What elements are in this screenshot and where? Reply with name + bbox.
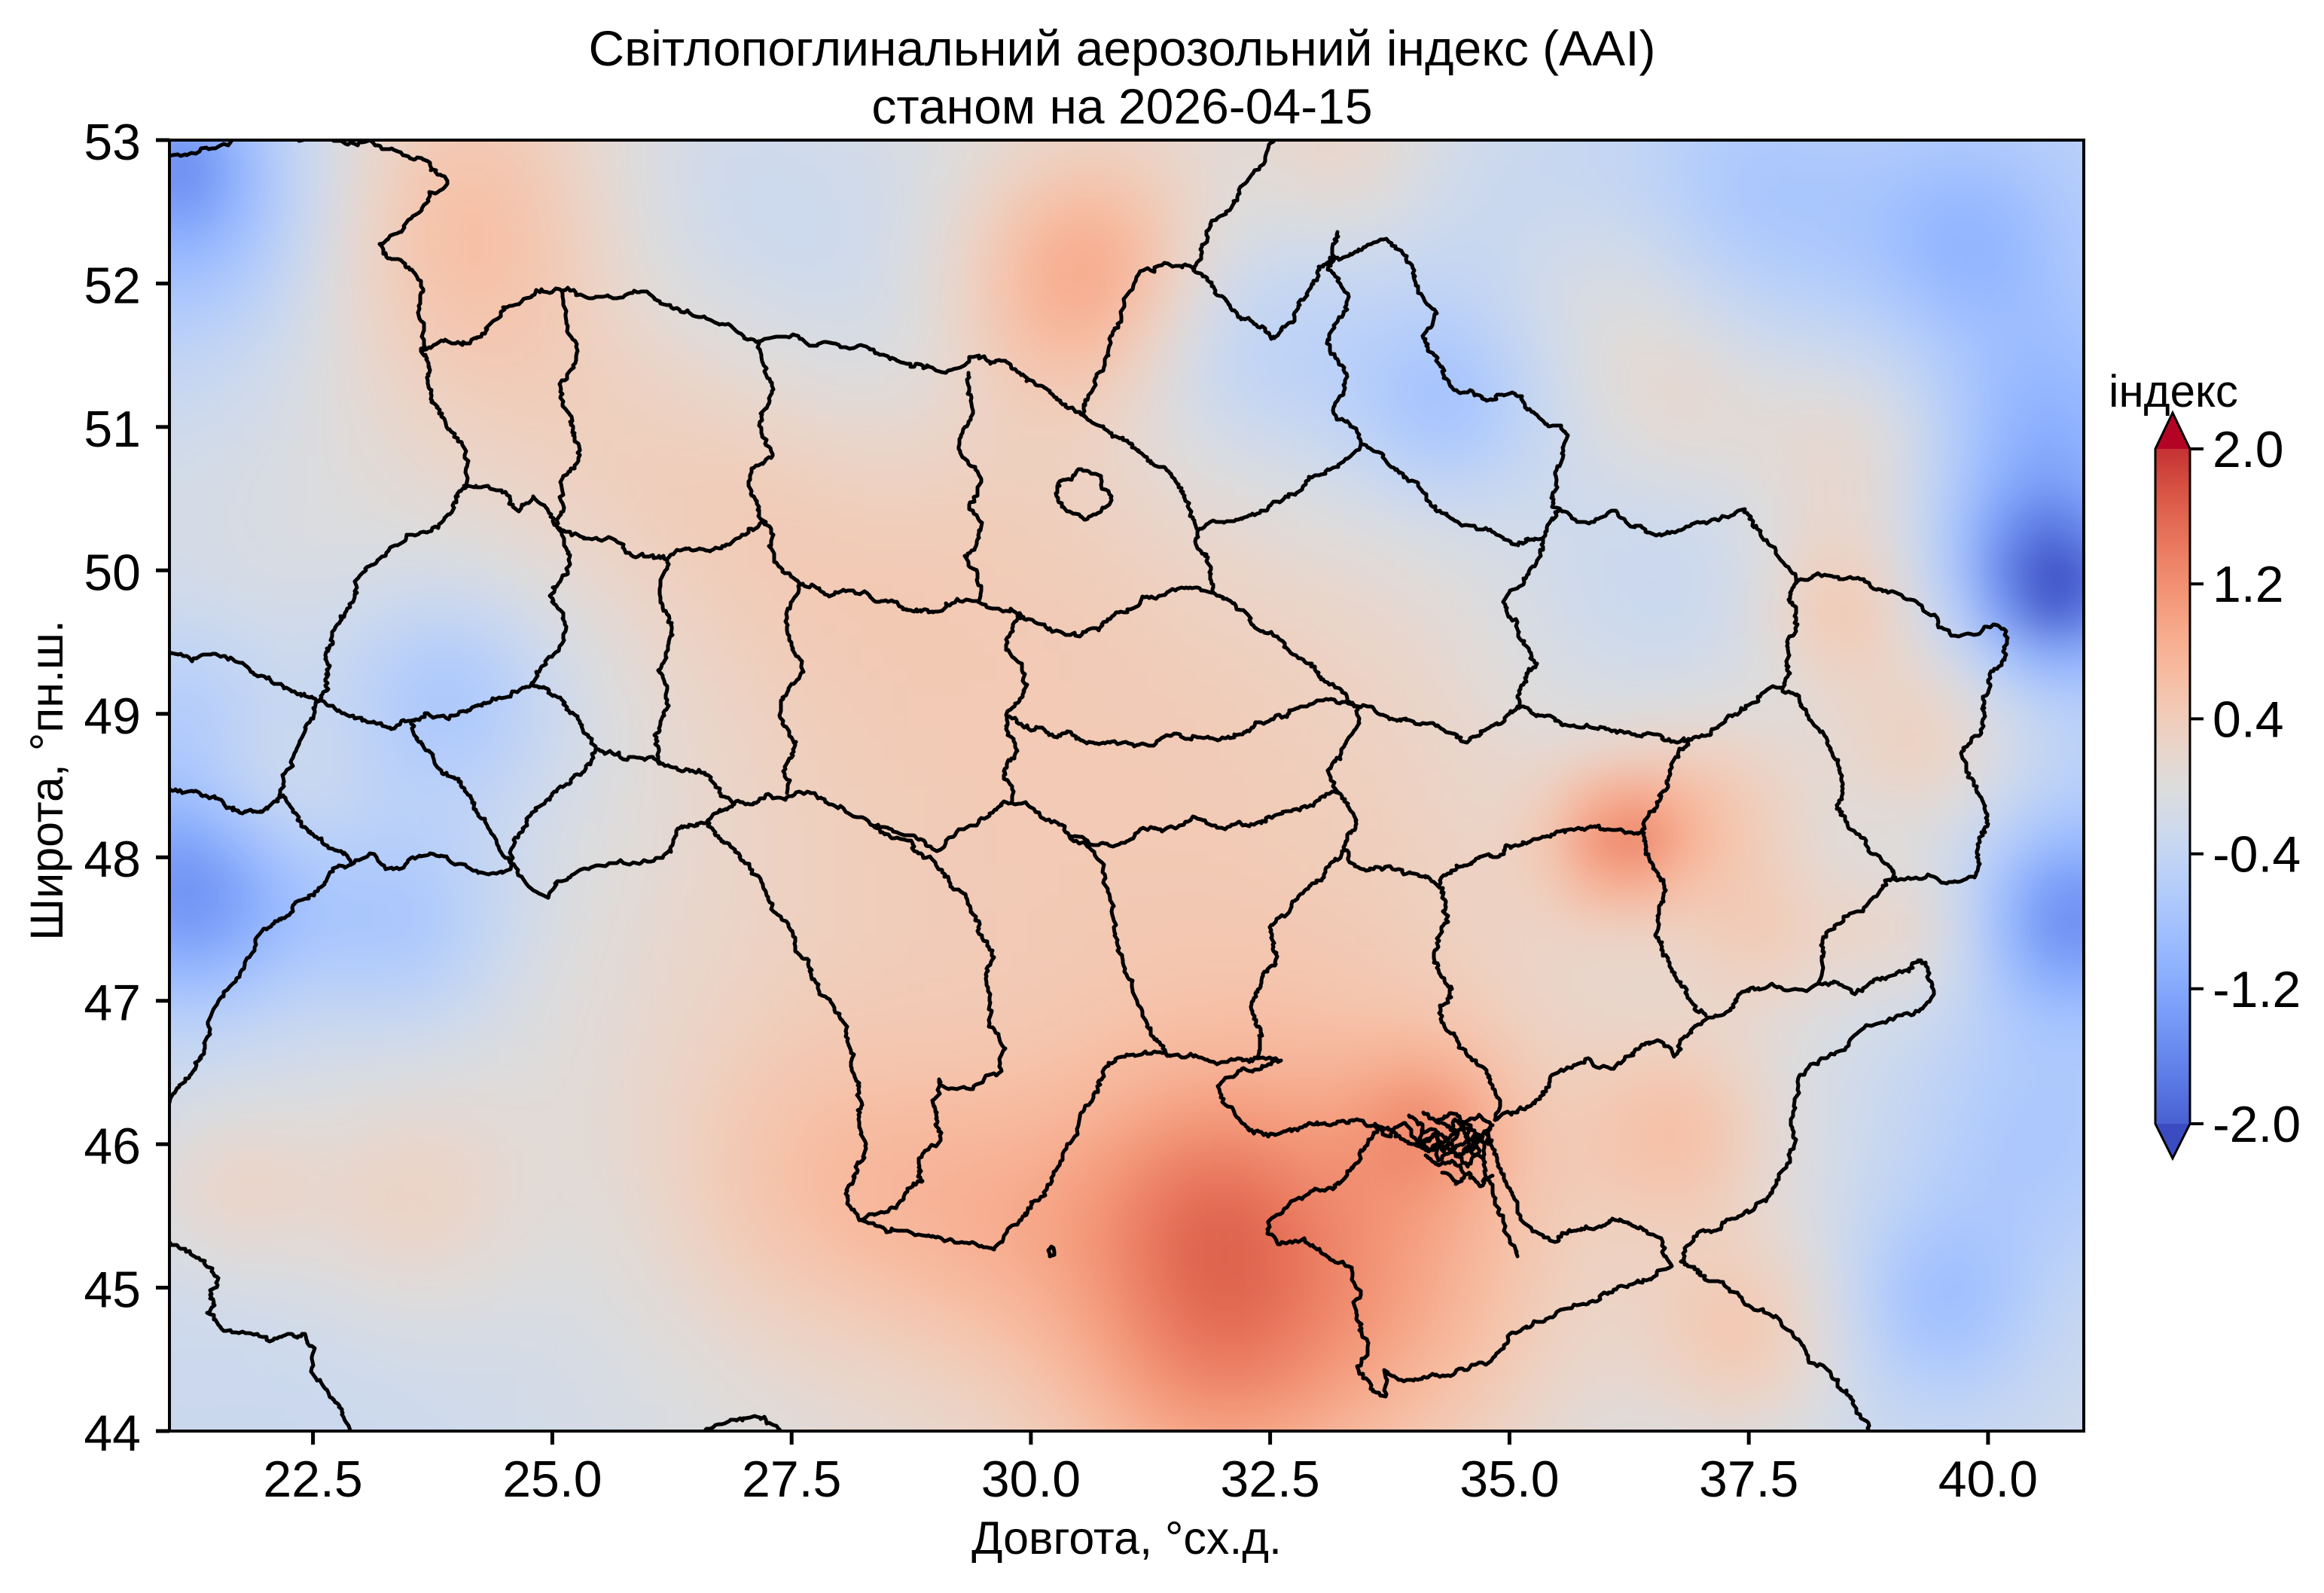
svg-text:35.0: 35.0 (1459, 1451, 1559, 1508)
svg-text:-2.0: -2.0 (2213, 1096, 2301, 1153)
svg-text:1.2: 1.2 (2213, 556, 2284, 613)
svg-text:50: 50 (84, 544, 141, 601)
svg-text:Довгота, °сх.д.: Довгота, °сх.д. (971, 1512, 1282, 1564)
svg-text:51: 51 (84, 401, 141, 458)
svg-text:44: 44 (84, 1405, 141, 1462)
svg-text:30.0: 30.0 (981, 1451, 1081, 1508)
svg-text:0.4: 0.4 (2213, 691, 2284, 748)
svg-text:45: 45 (84, 1262, 141, 1319)
svg-text:2.0: 2.0 (2213, 421, 2284, 478)
svg-text:-1.2: -1.2 (2213, 961, 2301, 1018)
svg-text:27.5: 27.5 (742, 1451, 841, 1508)
svg-text:52: 52 (84, 257, 141, 314)
svg-text:48: 48 (84, 831, 141, 888)
svg-text:22.5: 22.5 (263, 1451, 362, 1508)
svg-text:індекс: індекс (2109, 366, 2238, 417)
svg-text:47: 47 (84, 975, 141, 1032)
svg-text:Світлопоглинальний аерозольний: Світлопоглинальний аерозольний індекс (A… (588, 20, 1655, 76)
svg-text:37.5: 37.5 (1699, 1451, 1798, 1508)
svg-text:53: 53 (84, 114, 141, 171)
svg-text:46: 46 (84, 1118, 141, 1175)
svg-text:40.0: 40.0 (1938, 1451, 2038, 1508)
svg-text:Широта, °пн.ш.: Широта, °пн.ш. (21, 620, 72, 941)
svg-text:32.5: 32.5 (1220, 1451, 1319, 1508)
svg-text:-0.4: -0.4 (2213, 826, 2301, 883)
svg-text:49: 49 (84, 688, 141, 745)
svg-text:25.0: 25.0 (502, 1451, 602, 1508)
svg-text:станом на 2026-04-15: станом на 2026-04-15 (871, 78, 1372, 134)
